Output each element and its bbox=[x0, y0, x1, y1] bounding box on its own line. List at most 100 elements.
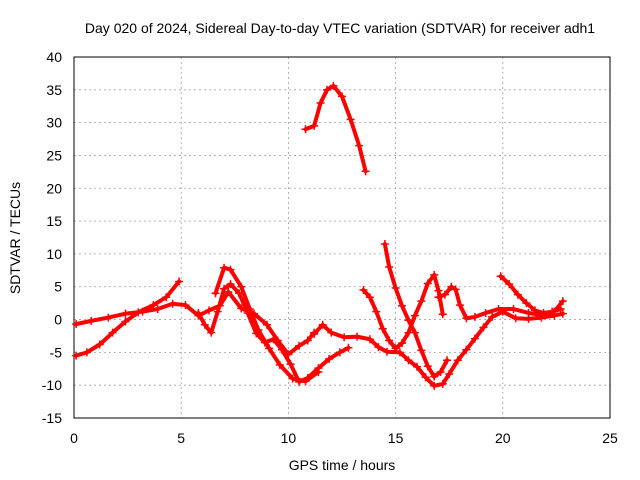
satellite-track-9-point bbox=[494, 305, 503, 314]
satellite-track-5-point bbox=[413, 362, 422, 371]
satellite-track-5-point bbox=[488, 312, 497, 321]
satellite-track-2-point bbox=[121, 317, 130, 326]
satellite-track-9-point bbox=[470, 312, 479, 321]
satellite-track-2-point bbox=[134, 308, 143, 317]
satellite-track-4-point bbox=[288, 374, 297, 383]
satellite-track-6-point bbox=[316, 98, 325, 107]
satellite-track-1-point bbox=[224, 287, 233, 296]
satellite-track-9-point bbox=[440, 290, 449, 299]
satellite-track-9-point bbox=[481, 308, 490, 317]
satellite-track-8-point bbox=[378, 324, 387, 333]
satellite-track-8-point bbox=[417, 297, 426, 306]
plot-frame bbox=[73, 56, 611, 419]
x-tick-label: 20 bbox=[495, 430, 511, 446]
satellite-track-5-point bbox=[318, 320, 327, 329]
y-tick-label: 5 bbox=[54, 279, 62, 295]
satellite-track-8-point bbox=[404, 328, 413, 337]
satellite-track-9-point bbox=[462, 314, 471, 323]
satellite-track-3-point bbox=[335, 348, 344, 357]
satellite-track-10-point bbox=[530, 306, 539, 315]
satellite-track-7-point bbox=[391, 284, 400, 293]
satellite-track-8-point bbox=[385, 336, 394, 345]
satellite-track-2-point bbox=[175, 277, 184, 286]
y-tick-label: -5 bbox=[50, 344, 63, 360]
satellite-track-8-point bbox=[430, 270, 439, 279]
satellite-track-10-point bbox=[496, 272, 505, 281]
satellite-track-1-point bbox=[72, 320, 81, 329]
satellite-track-2-point bbox=[82, 348, 91, 357]
satellite-track-10-point bbox=[548, 307, 557, 316]
satellite-track-1-point bbox=[104, 313, 113, 322]
satellite-track-5-point bbox=[470, 334, 479, 343]
grid-layer bbox=[74, 57, 610, 418]
satellite-track-5-point bbox=[327, 328, 336, 337]
satellite-track-6-point bbox=[346, 115, 355, 124]
satellite-track-3-point bbox=[213, 307, 222, 316]
satellite-track-5-point bbox=[558, 309, 567, 318]
satellite-track-8-point bbox=[372, 307, 381, 316]
satellite-track-5-point bbox=[430, 381, 439, 390]
satellite-track-3-point bbox=[200, 320, 209, 329]
satellite-track-8-line bbox=[361, 272, 445, 351]
satellite-track-4-point bbox=[245, 305, 254, 314]
satellite-track-5-point bbox=[365, 335, 374, 344]
satellite-track-1-point bbox=[262, 320, 271, 329]
satellite-track-3-point bbox=[269, 335, 278, 344]
y-tick-label: 10 bbox=[46, 246, 62, 262]
satellite-track-7-point bbox=[398, 301, 407, 310]
satellite-track-2-point bbox=[72, 351, 81, 360]
satellite-track-5-point bbox=[353, 332, 362, 341]
x-tick-label: 15 bbox=[388, 430, 404, 446]
satellite-track-7-point bbox=[430, 372, 439, 381]
satellite-track-6-point bbox=[355, 141, 364, 150]
satellite-track-4-point bbox=[314, 368, 323, 377]
y-tick-label: 20 bbox=[46, 180, 62, 196]
satellite-track-5-point bbox=[479, 323, 488, 332]
satellite-track-5-point bbox=[511, 314, 520, 323]
x-tick-label: 10 bbox=[281, 430, 297, 446]
satellite-track-5-point bbox=[404, 356, 413, 365]
satellite-track-4-point bbox=[211, 289, 220, 298]
satellite-track-5-point bbox=[395, 348, 404, 357]
satellite-track-5-point bbox=[340, 333, 349, 342]
satellite-track-8-point bbox=[423, 279, 432, 288]
series-layer bbox=[72, 81, 567, 390]
satellite-track-7-point bbox=[443, 356, 452, 365]
y-tick-label: -10 bbox=[42, 377, 62, 393]
satellite-track-10-point bbox=[513, 290, 522, 299]
satellite-track-3-point bbox=[325, 354, 334, 363]
satellite-track-1-point bbox=[87, 316, 96, 325]
satellite-track-1-point bbox=[295, 341, 304, 350]
satellite-track-9-point bbox=[451, 285, 460, 294]
satellite-track-3-point bbox=[194, 308, 203, 317]
y-tick-label: 25 bbox=[46, 147, 62, 163]
satellite-track-4-point bbox=[220, 263, 229, 272]
satellite-track-1-point bbox=[168, 299, 177, 308]
satellite-track-9-point bbox=[447, 282, 456, 291]
satellite-track-9-point bbox=[524, 308, 533, 317]
y-tick-label: 15 bbox=[46, 213, 62, 229]
satellite-track-5-point bbox=[438, 379, 447, 388]
satellite-track-5-point bbox=[453, 356, 462, 365]
x-tick-label: 0 bbox=[70, 430, 78, 446]
satellite-track-4-point bbox=[265, 344, 274, 353]
satellite-track-2-point bbox=[149, 301, 158, 310]
satellite-track-1-point bbox=[153, 305, 162, 314]
satellite-track-3-point bbox=[286, 360, 295, 369]
x-axis-ticks: 0 5 10 15 20 25 bbox=[70, 430, 618, 446]
x-tick-label: 5 bbox=[177, 430, 185, 446]
satellite-track-4-point bbox=[254, 326, 263, 335]
x-axis-label: GPS time / hours bbox=[289, 457, 396, 473]
satellite-track-8-point bbox=[365, 293, 374, 302]
satellite-track-7-point bbox=[417, 346, 426, 355]
satellite-track-8-point bbox=[438, 310, 447, 319]
satellite-track-1-point bbox=[205, 306, 214, 315]
y-axis-label: SDTVAR / TECUs bbox=[7, 182, 23, 294]
satellite-track-8-point bbox=[391, 344, 400, 353]
satellite-track-4-point bbox=[301, 377, 310, 386]
satellite-track-9-point bbox=[558, 297, 567, 306]
chart-title: Day 020 of 2024, Sidereal Day-to-day VTE… bbox=[85, 20, 595, 36]
satellite-track-2-point bbox=[95, 340, 104, 349]
y-tick-label: 0 bbox=[54, 312, 62, 328]
